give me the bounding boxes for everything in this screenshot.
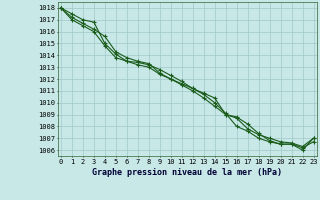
X-axis label: Graphe pression niveau de la mer (hPa): Graphe pression niveau de la mer (hPa) xyxy=(92,168,282,177)
